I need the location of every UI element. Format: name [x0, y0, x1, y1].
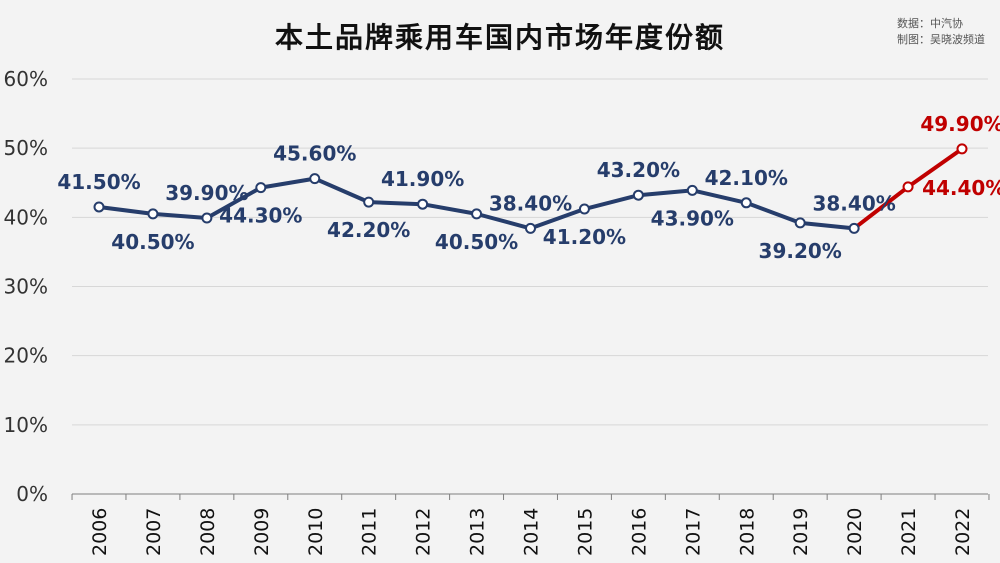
data-point [525, 222, 536, 234]
data-label: 49.90% [920, 112, 1000, 136]
x-tick-label: 2016 [628, 508, 650, 556]
y-tick-label: 30% [4, 275, 48, 299]
data-point [201, 212, 213, 224]
x-tick-label: 2012 [413, 508, 435, 556]
data-label: 41.90% [381, 167, 464, 191]
y-tick-label: 10% [4, 413, 48, 437]
x-tick-label: 2008 [197, 508, 219, 556]
data-label: 42.20% [327, 218, 410, 242]
data-point [902, 181, 914, 193]
x-tick-label: 2015 [574, 508, 596, 556]
data-label: 40.50% [435, 230, 518, 254]
x-tick-label: 2020 [844, 508, 866, 556]
x-tick-label: 2006 [89, 508, 111, 556]
data-point [471, 208, 483, 220]
data-point [309, 173, 321, 185]
x-tick-label: 2014 [521, 508, 543, 556]
data-label: 39.20% [759, 239, 842, 263]
data-label: 41.20% [543, 225, 626, 249]
y-tick-label: 60% [4, 67, 48, 91]
data-point [740, 197, 752, 209]
data-point [255, 182, 267, 194]
data-label: 39.90% [165, 181, 248, 205]
data-label: 43.90% [651, 206, 734, 230]
label-layer: 41.50% 40.50% 39.90%44.30% 45.60% 42.20% 41.9… [57, 112, 1000, 263]
data-label: 42.10% [705, 166, 788, 190]
data-label: 45.60% [273, 142, 356, 166]
x-tick-label: 2021 [898, 508, 920, 556]
data-point [417, 198, 429, 210]
y-tick-label: 50% [4, 136, 48, 160]
data-label: 44.40% [922, 176, 1000, 200]
data-point [578, 203, 590, 215]
data-label: 40.50% [111, 230, 194, 254]
source-line-data: 数据：中汽协 [897, 17, 963, 30]
data-point [956, 143, 968, 155]
data-label: 38.40% [489, 191, 572, 215]
x-tick-label: 2007 [143, 508, 165, 556]
data-point [848, 222, 860, 234]
data-point [794, 217, 806, 229]
series-layer [93, 143, 968, 234]
data-label: 44.30% [219, 204, 302, 228]
data-label: 38.40% [812, 191, 895, 215]
data-label: 43.20% [597, 158, 680, 182]
y-tick-label: 40% [4, 205, 48, 229]
data-point [147, 208, 159, 220]
x-tick-label: 2018 [736, 508, 758, 556]
data-label: 41.50% [57, 170, 140, 194]
chart-title: 本土品牌乘用车国内市场年度份额 [274, 21, 725, 54]
data-point [686, 184, 698, 196]
source-line-author: 制图：吴晓波频道 [897, 33, 985, 46]
x-tick-label: 2011 [359, 508, 381, 556]
y-tick-label: 20% [4, 344, 48, 368]
x-tick-label: 2013 [467, 508, 489, 556]
grid-layer [72, 78, 988, 426]
x-tick-label: 2019 [790, 508, 812, 556]
data-point [363, 196, 375, 208]
x-tick-label: 2022 [952, 508, 974, 556]
x-tick-label: 2017 [682, 508, 704, 556]
data-point [93, 201, 105, 213]
x-tick-label: 2009 [251, 508, 273, 556]
data-point [632, 189, 644, 201]
x-tick-label: 2010 [305, 508, 327, 556]
axis-layer: 0% 10% 20% 30% 40% 50% 60% 2006 2007 2008 2009 2010… [4, 67, 990, 556]
source-note: 数据：中汽协 制图：吴晓波频道 [897, 16, 985, 48]
y-tick-label: 0% [16, 482, 48, 506]
